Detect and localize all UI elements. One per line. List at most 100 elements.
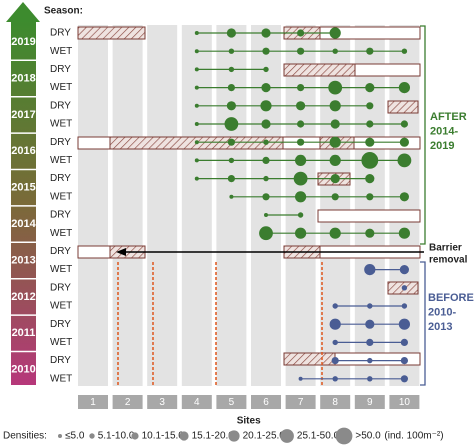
density-dot: [297, 84, 305, 92]
density-dot: [330, 119, 340, 129]
empty-box: [77, 136, 111, 150]
density-dot: [366, 193, 374, 201]
density-dot: [331, 357, 339, 365]
site-box: [112, 395, 143, 409]
season-label: Season:: [44, 6, 83, 17]
barrier-arrow: [116, 248, 424, 256]
season-label: WET: [50, 373, 72, 384]
after-label: AFTER: [430, 111, 467, 123]
density-dot: [229, 194, 234, 199]
density-dot: [366, 338, 374, 346]
after-label: 2019: [430, 140, 454, 152]
site-band: [285, 25, 316, 386]
density-dot: [228, 66, 235, 73]
year-bar: [6, 2, 40, 385]
year-label: 2018: [11, 72, 35, 84]
hatched-box: [283, 63, 356, 77]
density-dot: [297, 212, 304, 218]
year-label: 2011: [12, 327, 36, 339]
density-dot: [398, 318, 410, 330]
removal-lines: [117, 262, 323, 386]
density-dot: [329, 154, 341, 166]
legend-unit: (ind. 100m⁻²): [384, 431, 443, 442]
before-label: 2013: [428, 321, 452, 333]
density-dot: [398, 227, 410, 239]
density-dot: [297, 120, 305, 128]
density-dot: [194, 67, 199, 72]
density-dot: [366, 102, 374, 110]
site-band: [181, 25, 212, 386]
site-band: [78, 25, 108, 386]
year-label: 2016: [11, 145, 35, 157]
density-dot: [295, 154, 307, 166]
density-dot: [298, 376, 303, 381]
density-dot: [259, 226, 273, 241]
season-label: WET: [50, 301, 72, 312]
density-dot: [399, 137, 409, 147]
density-dot: [194, 140, 199, 145]
site-label: 4: [194, 397, 200, 408]
legend-marker: [131, 432, 139, 440]
site-label: 3: [159, 397, 165, 408]
year-arrow-body: [11, 21, 36, 385]
density-dot: [367, 303, 373, 309]
density-dot: [400, 375, 408, 383]
site-box: [354, 395, 385, 409]
density-dot: [400, 357, 408, 365]
density-dot: [226, 28, 236, 38]
empty-box: [353, 136, 421, 150]
hatched-box: [283, 352, 336, 366]
hatched-box: [77, 26, 146, 40]
density-marks: [194, 27, 412, 383]
site-box: [389, 395, 420, 409]
legend-title: Densities:: [3, 431, 47, 442]
site-band: [389, 25, 420, 386]
legend-label: ≤5.0: [65, 431, 85, 442]
density-dot: [227, 84, 235, 92]
density-dot: [263, 175, 269, 182]
density-dot: [261, 28, 271, 38]
density-dot: [295, 227, 307, 239]
site-label: 1: [90, 397, 96, 408]
site-label: 9: [367, 397, 373, 408]
legend-marker: [280, 429, 294, 443]
year-label: 2017: [11, 109, 35, 121]
density-dot: [261, 119, 271, 129]
season-label: WET: [50, 82, 72, 93]
density-dot: [366, 120, 374, 128]
density-dot: [194, 103, 199, 108]
density-dot: [367, 376, 373, 382]
density-dot: [262, 47, 270, 55]
site-band: [320, 25, 351, 386]
legend-marker: [335, 427, 353, 445]
season-label: DRY: [50, 137, 71, 148]
density-dot: [366, 47, 374, 55]
density-dot: [365, 228, 375, 238]
site-band: [147, 25, 178, 386]
density-dot: [328, 80, 343, 95]
empty-box: [354, 63, 421, 77]
before-bracket: [420, 261, 426, 386]
site-label: 6: [263, 397, 269, 408]
density-dot: [361, 152, 379, 169]
before-label: BEFORE: [428, 292, 474, 304]
density-dot: [194, 122, 199, 126]
density-dot: [261, 83, 271, 93]
density-dot: [295, 191, 307, 203]
density-dot: [194, 176, 199, 181]
density-dot: [399, 192, 409, 202]
legend-label: 5.1-10.0: [98, 431, 135, 442]
legend: Densities: ≤5.0 5.1-10.0 10.1-15.0 15.1-20.0…: [3, 427, 444, 445]
season-label: DRY: [50, 64, 71, 75]
season-label: WET: [50, 46, 72, 57]
after-label: 2014-: [430, 125, 458, 137]
density-dot: [365, 137, 375, 147]
season-label: DRY: [50, 319, 71, 330]
site-box: [147, 395, 178, 409]
barrier-label: removal: [429, 255, 468, 266]
density-dot: [263, 139, 269, 145]
density-dot: [264, 213, 268, 217]
site-box: [181, 395, 212, 409]
legend-label: 15.1-20.0: [192, 431, 235, 442]
density-dot: [401, 48, 408, 54]
